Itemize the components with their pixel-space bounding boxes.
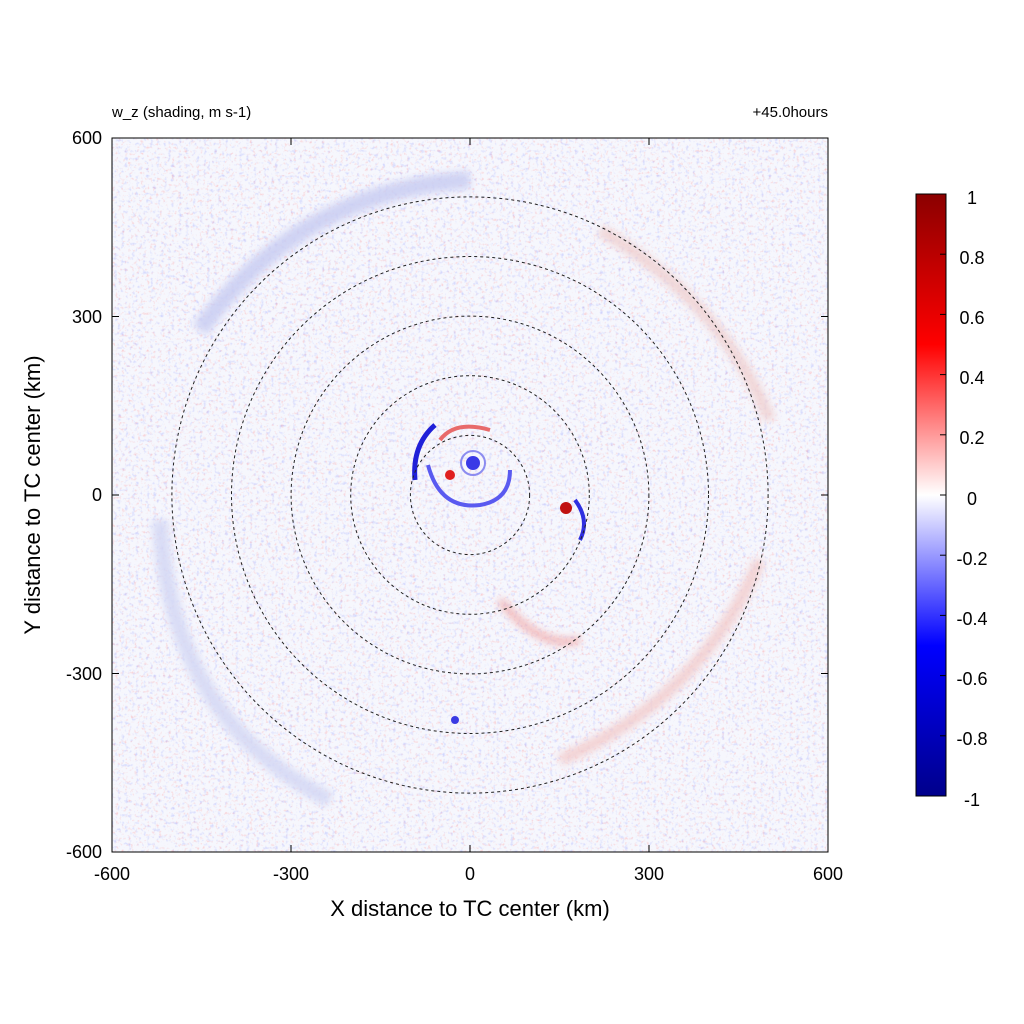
range-ring-400 xyxy=(231,256,709,734)
chart-title-left: w_z (shading, m s-1) xyxy=(111,104,251,121)
y-tick-labels: 600 300 0 -300 -600 xyxy=(66,128,102,862)
y-axis-label: Y distance to TC center (km) xyxy=(20,355,45,634)
eye-updraft-red xyxy=(445,470,455,480)
heatmap-field xyxy=(112,138,828,852)
colorbar-tick-label: 1 xyxy=(967,188,977,208)
colorbar-tick-label: -0.2 xyxy=(956,549,987,569)
x-axis-label: X distance to TC center (km) xyxy=(330,896,610,921)
colorbar-tick-labels: 1 0.8 0.6 0.4 0.2 0 -0.2 -0.4 -0.6 -0.8 … xyxy=(956,188,987,810)
y-tick-label: 300 xyxy=(72,307,102,327)
colorbar-tick-label: 0.2 xyxy=(959,428,984,448)
eye-center-ring xyxy=(460,450,486,476)
colorbar-ticks xyxy=(940,193,946,797)
y-tick-label: 600 xyxy=(72,128,102,148)
x-tick-label: 0 xyxy=(465,864,475,884)
range-ring-300 xyxy=(290,315,650,675)
axis-ticks xyxy=(111,137,829,853)
y-tick-label: 0 xyxy=(92,485,102,505)
red-arc-feature xyxy=(438,424,491,442)
southern-cell xyxy=(451,716,459,724)
colorbar-tick-label: -1 xyxy=(964,790,980,810)
colorbar-tick-label: -0.4 xyxy=(956,609,987,629)
colorbar-tick-label: 0.6 xyxy=(959,308,984,328)
y-tick-label: -600 xyxy=(66,842,102,862)
x-tick-label: 600 xyxy=(813,864,843,884)
chart-title-right: +45.0hours xyxy=(753,104,828,121)
colorbar-tick-label: -0.6 xyxy=(956,669,987,689)
range-ring-200 xyxy=(350,375,590,615)
colorbar-tick-label: 0.8 xyxy=(959,248,984,268)
blue-arc-feature xyxy=(426,464,512,508)
x-tick-label: 300 xyxy=(634,864,664,884)
range-rings xyxy=(171,196,769,794)
blue-band-feature xyxy=(412,423,437,481)
eye-center-blue xyxy=(466,456,480,470)
x-tick-labels: -600 -300 0 300 600 xyxy=(94,864,843,884)
outer-updraft-red xyxy=(560,502,572,514)
y-tick-label: -300 xyxy=(66,664,102,684)
x-tick-label: -600 xyxy=(94,864,130,884)
range-ring-100 xyxy=(409,434,531,556)
colorbar-tick-label: 0 xyxy=(967,489,977,509)
range-ring-500 xyxy=(171,196,769,794)
x-tick-label: -300 xyxy=(273,864,309,884)
colorbar-tick-label: -0.8 xyxy=(956,729,987,749)
colorbar-tick-label: 0.4 xyxy=(959,368,984,388)
